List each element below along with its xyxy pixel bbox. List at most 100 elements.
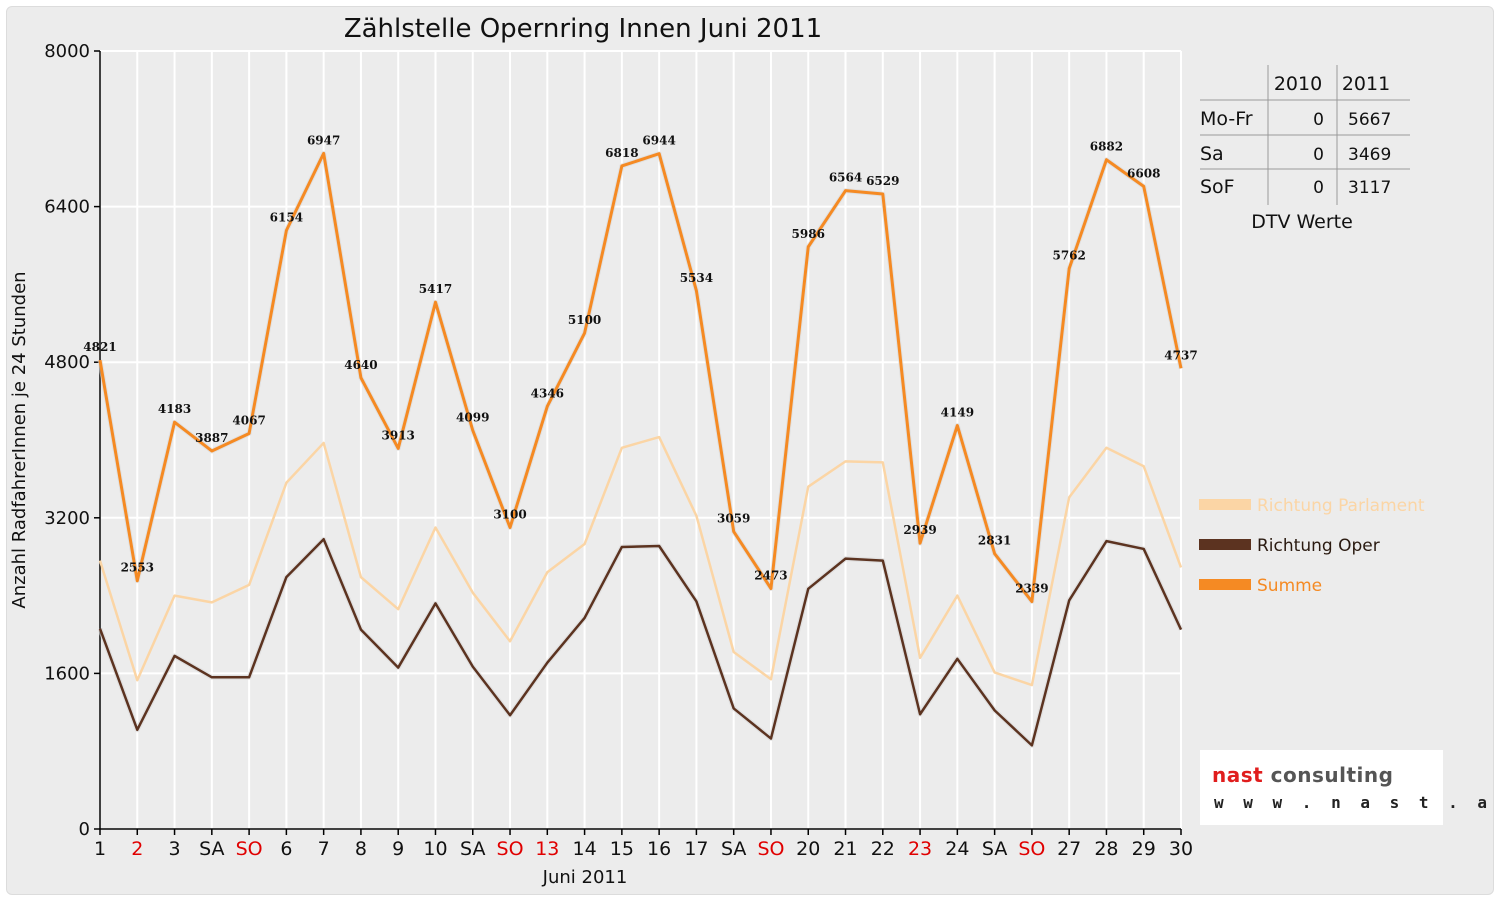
data-label: 4099 [456, 410, 489, 424]
data-label: 6947 [307, 133, 340, 147]
y-tick-labels: 0 1600 3200 4800 6400 8000 [44, 41, 90, 840]
series-line-shadow-summe [97, 150, 1184, 605]
x-tick-label: 22 [871, 838, 895, 860]
table-col-header-2010: 2010 [1274, 73, 1322, 95]
table-cell: 0 [1313, 110, 1324, 130]
logo-brand: nast consulting [1212, 763, 1394, 787]
y-tick-label: 6400 [44, 197, 90, 218]
legend: Richtung Parlament Richtung Oper Summe [1199, 496, 1425, 596]
data-label: 3059 [717, 512, 750, 526]
x-tick-label: SA [199, 838, 224, 860]
x-tick-label: SO [497, 838, 524, 860]
x-tick-label: 15 [610, 838, 634, 860]
y-tick-label: 1600 [44, 663, 90, 684]
x-tick-label: 20 [796, 838, 820, 860]
y-tick-label: 0 [79, 819, 90, 840]
x-tick-label: 7 [318, 838, 330, 860]
x-tick-label: 2 [131, 838, 143, 860]
x-tick-label: SO [757, 838, 784, 860]
legend-label-summe: Summe [1257, 576, 1322, 596]
data-label: 5762 [1052, 249, 1085, 263]
x-tick-label: 21 [833, 838, 857, 860]
x-tick-label: 1 [94, 838, 106, 860]
y-tick-label: 3200 [44, 508, 90, 529]
table-cell: 0 [1313, 145, 1324, 165]
legend-swatch-richtung-parlament [1199, 499, 1251, 510]
data-label: 4821 [83, 340, 116, 354]
x-tick-label: 14 [572, 838, 596, 860]
table-row-label: Sa [1200, 143, 1224, 165]
x-tick-labels: 1 2 3 SA SO 6 7 8 9 10 SA SO 13 14 15 16 17 SA SO 20 21 22 23 2… [94, 838, 1193, 860]
table-cell: 5667 [1348, 110, 1391, 130]
data-label: 6529 [866, 174, 899, 188]
table-row-label: SoF [1200, 176, 1235, 198]
data-label: 6882 [1090, 140, 1123, 154]
data-label: 4149 [941, 406, 974, 420]
data-label: 4737 [1164, 348, 1197, 362]
data-label: 4640 [344, 358, 377, 372]
x-tick-label: 27 [1057, 838, 1081, 860]
x-tick-label: 6 [280, 838, 292, 860]
legend-swatch-summe [1199, 579, 1251, 590]
series-line-richtung-parlament [98, 435, 1183, 687]
data-label: 6944 [642, 134, 675, 148]
table-cell: 0 [1313, 178, 1324, 198]
x-tick-label: 17 [684, 838, 708, 860]
x-tick-label: 3 [169, 838, 181, 860]
data-label: 2553 [121, 561, 154, 575]
data-label: 6818 [605, 146, 638, 160]
x-tick-label: 13 [535, 838, 559, 860]
data-labels: 4821 2553 4183 3887 4067 6154 6947 4640 3913 5417… [83, 133, 1197, 595]
grid-lines [99, 50, 1182, 830]
data-label: 3887 [195, 431, 228, 445]
x-tick-label: SA [721, 838, 746, 860]
x-tick-label: SA [982, 838, 1007, 860]
legend-label-richtung-oper: Richtung Oper [1257, 536, 1380, 556]
table-row-label: Mo-Fr [1200, 108, 1253, 130]
data-label: 6608 [1127, 166, 1160, 180]
data-label: 5986 [792, 227, 825, 241]
y-tick-label: 4800 [44, 352, 90, 373]
axes [94, 50, 1182, 835]
series-lines [97, 150, 1184, 748]
table-cell: 3469 [1348, 145, 1391, 165]
table-caption: DTV Werte [1251, 211, 1353, 233]
x-tick-label: 10 [423, 838, 447, 860]
data-label: 2831 [978, 534, 1011, 548]
x-tick-label: SO [1018, 838, 1045, 860]
x-tick-label: 9 [392, 838, 404, 860]
data-label: 4183 [158, 402, 191, 416]
y-tick-label: 8000 [44, 41, 90, 62]
data-label: 5534 [680, 271, 713, 285]
x-tick-label: 8 [355, 838, 367, 860]
data-label: 6154 [270, 211, 303, 225]
y-axis-title: Anzahl RadfahrerInnen je 24 Stunden [9, 271, 30, 608]
series-line-summe [98, 151, 1183, 604]
data-label: 4067 [232, 413, 265, 427]
data-label: 5100 [568, 313, 601, 327]
data-label: 4346 [531, 386, 564, 400]
data-label: 5417 [419, 282, 452, 296]
table-cell: 3117 [1348, 178, 1391, 198]
legend-label-richtung-parlament: Richtung Parlament [1257, 496, 1425, 516]
chart-frame [6, 6, 1494, 895]
x-tick-label: 30 [1169, 838, 1193, 860]
series-line-richtung-oper [98, 537, 1183, 747]
data-label: 2939 [903, 523, 936, 537]
x-tick-label: 29 [1132, 838, 1156, 860]
table-col-header-2011: 2011 [1342, 73, 1390, 95]
x-tick-label: SA [460, 838, 485, 860]
x-axis-title: Juni 2011 [542, 867, 628, 888]
data-label: 3913 [382, 428, 415, 442]
x-tick-label: 28 [1094, 838, 1118, 860]
data-label: 6564 [829, 171, 862, 185]
logo: nast consulting w w w . n a s t . a t [1200, 750, 1500, 825]
data-label: 2473 [754, 569, 787, 583]
data-label: 3100 [493, 508, 526, 522]
x-tick-label: 23 [908, 838, 932, 860]
data-label: 2339 [1015, 582, 1048, 596]
legend-swatch-richtung-oper [1199, 539, 1251, 550]
x-tick-label: 16 [647, 838, 671, 860]
x-tick-label: SO [236, 838, 263, 860]
